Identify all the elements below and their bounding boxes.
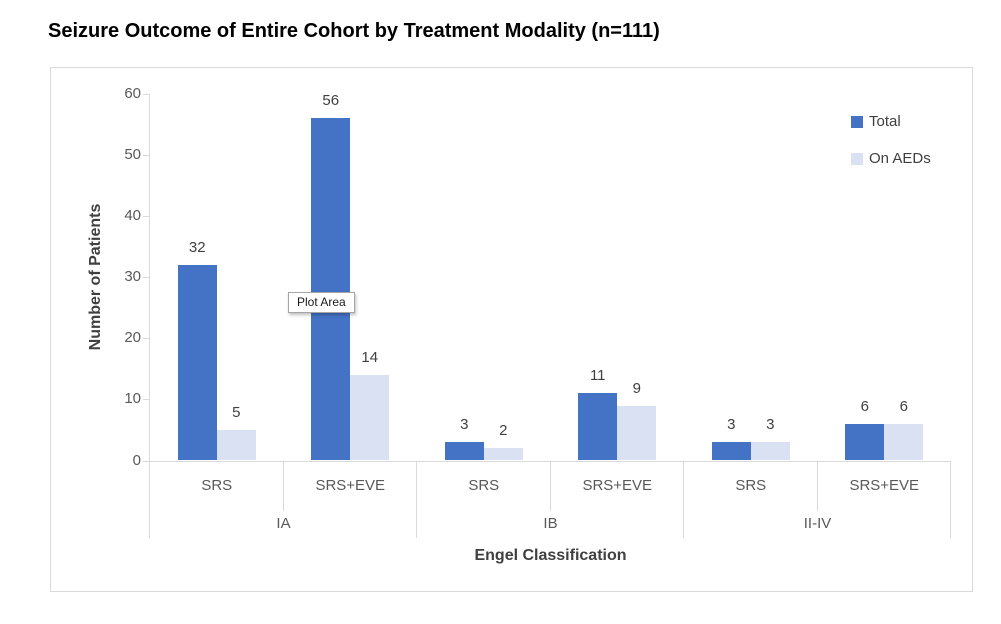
y-tick-mark [143, 216, 149, 218]
plot-area[interactable]: 0 10 20 30 40 50 60 32 5 SRS 56 14 SRS+EVE 3 2 SRS 11 9 SR… [51, 68, 972, 591]
y-axis-title: Number of Patients [87, 203, 104, 351]
bar-value-label: 5 [232, 403, 241, 421]
category-separator [549, 460, 551, 511]
bar-value-label: 11 [589, 367, 606, 385]
bar-total[interactable] [444, 442, 484, 461]
plot-area-tooltip: Plot Area [288, 292, 355, 313]
category-label-srs-eve-1: SRS+EVE [315, 477, 386, 494]
legend-item-total[interactable]: Total [851, 112, 931, 131]
bar-total[interactable] [845, 423, 885, 461]
bar-value-label: 3 [727, 416, 736, 434]
y-axis-line [149, 94, 150, 461]
bar-value-label: 6 [899, 397, 908, 415]
bar-total[interactable] [311, 118, 351, 461]
category-separator [282, 460, 284, 511]
y-tick-label: 30 [124, 268, 141, 286]
category-label-srs-eve-5: SRS+EVE [849, 477, 920, 494]
group-label-ia: IA [276, 515, 291, 532]
y-tick-label: 10 [124, 390, 141, 408]
chart-frame[interactable]: 0 10 20 30 40 50 60 32 5 SRS 56 14 SRS+EVE 3 2 SRS 11 9 SR… [50, 67, 973, 592]
y-tick-mark [143, 399, 149, 401]
bar-value-label: 3 [460, 416, 469, 434]
group-separator [149, 460, 150, 538]
group-label-ib: IB [543, 515, 558, 532]
bar-on-aeds[interactable] [617, 405, 657, 461]
group-separator [683, 460, 684, 538]
bar-value-label: 14 [361, 348, 379, 366]
bar-value-label: 56 [322, 92, 340, 110]
bar-on-aeds[interactable] [350, 374, 390, 461]
y-tick-label: 40 [124, 207, 141, 225]
bar-on-aeds[interactable] [884, 423, 924, 461]
legend-label-on-aeds: On AEDs [869, 150, 931, 167]
bar-value-label: 9 [632, 379, 641, 397]
bar-total[interactable] [177, 265, 217, 461]
category-label-srs-4: SRS [735, 477, 767, 494]
y-tick-mark [143, 94, 149, 95]
bar-value-label: 32 [188, 239, 206, 257]
bar-on-aeds[interactable] [750, 442, 790, 461]
legend[interactable]: Total On AEDs [851, 112, 931, 186]
bar-on-aeds[interactable] [483, 448, 523, 461]
y-tick-mark [143, 338, 149, 340]
legend-swatch-on-aeds [851, 152, 863, 165]
category-label-srs-eve-3: SRS+EVE [582, 477, 653, 494]
y-tick-mark [143, 460, 149, 462]
bar-total[interactable] [578, 393, 618, 461]
y-tick-label: 20 [124, 329, 141, 347]
y-tick-mark [143, 155, 149, 157]
bar-value-label: 6 [860, 397, 869, 415]
category-label-srs-0: SRS [201, 477, 233, 494]
legend-label-total: Total [869, 113, 901, 130]
y-tick-label: 50 [124, 146, 141, 164]
x-axis-title: Engel Classification [474, 547, 627, 564]
bar-on-aeds[interactable] [216, 429, 256, 461]
group-separator [950, 460, 951, 538]
y-tick-label: 0 [132, 451, 141, 469]
group-separator [416, 460, 417, 538]
y-tick-label: 60 [124, 85, 141, 102]
legend-item-on-aeds[interactable]: On AEDs [851, 149, 931, 168]
category-label-srs-2: SRS [468, 477, 500, 494]
y-tick-mark [143, 277, 149, 279]
chart-title: Seizure Outcome of Entire Cohort by Trea… [48, 20, 660, 42]
category-separator [816, 460, 818, 511]
bar-value-label: 2 [499, 422, 508, 440]
bar-total[interactable] [711, 442, 751, 461]
legend-swatch-total [851, 115, 863, 128]
bar-value-label: 3 [766, 416, 775, 434]
group-label-ii-iv: II-IV [803, 515, 832, 532]
